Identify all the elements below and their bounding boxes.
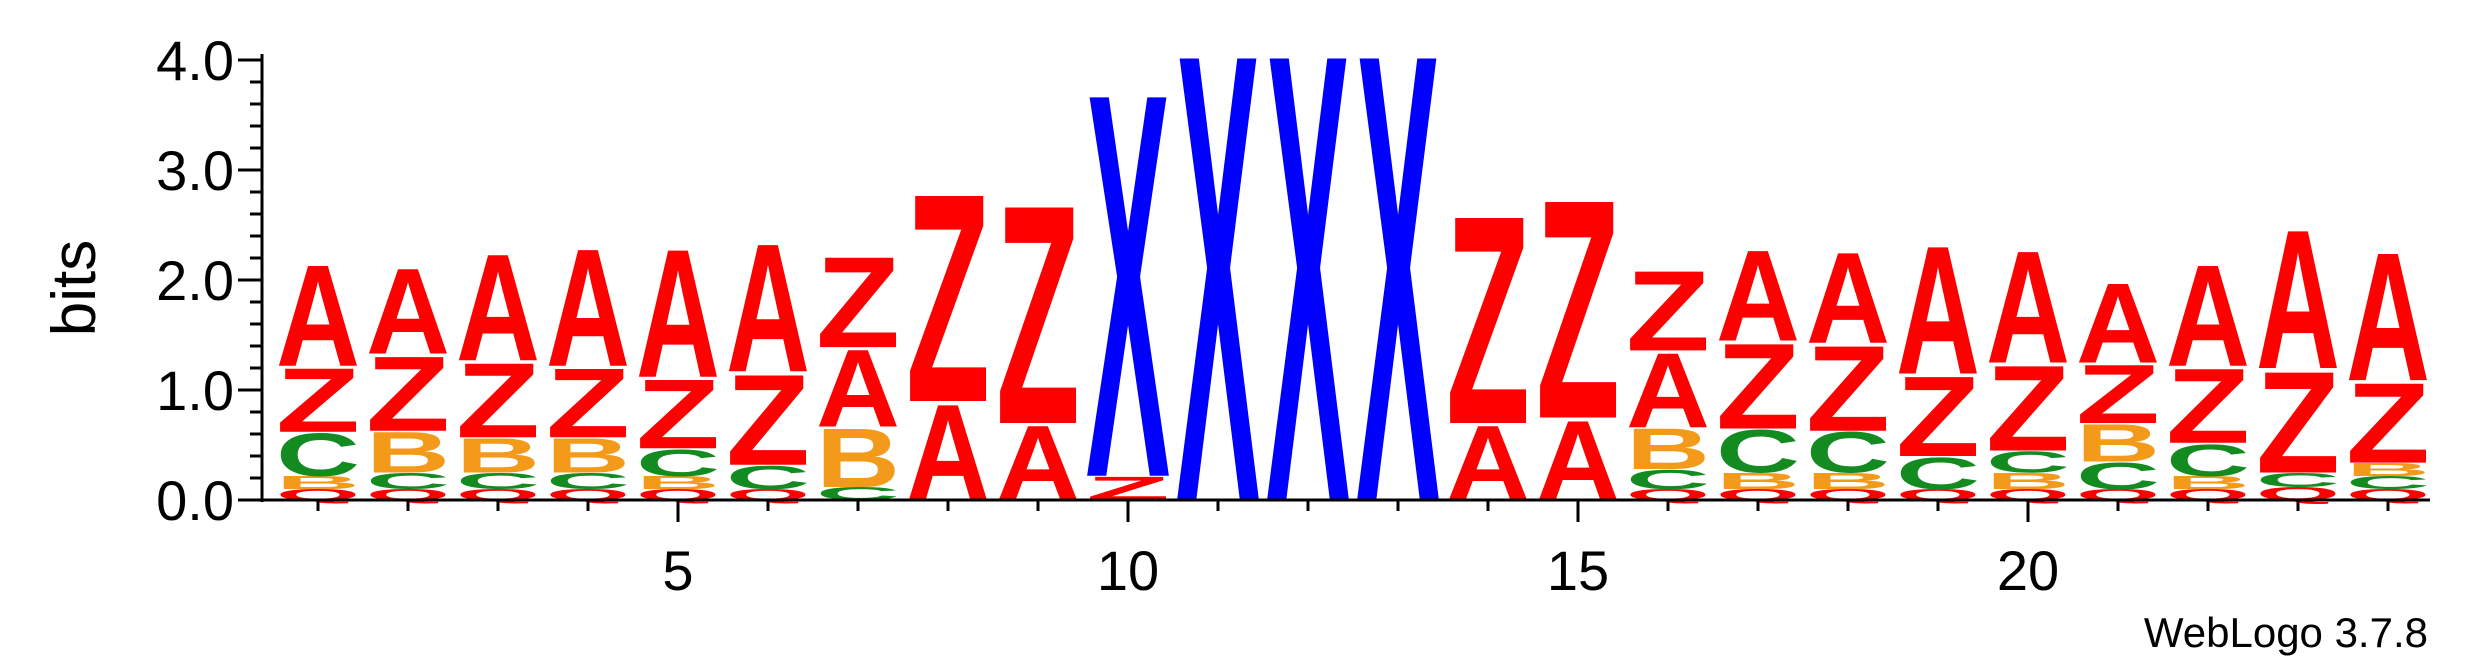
logo-letter-Z-pos-17: Z [1716, 318, 1800, 455]
logo-letter-B-pos-16: B [1626, 417, 1710, 481]
logo-letter-X-pos-12: X [1266, 0, 1351, 636]
logo-letter-A-pos-5: A [636, 211, 720, 416]
x-tick-label: 20 [1997, 539, 2059, 602]
x-tick-label: 15 [1547, 539, 1609, 602]
logo-letter-Z-pos-3: Z [456, 342, 540, 461]
y-tick-label: 4.0 [156, 29, 234, 92]
logo-letter-C-pos-16: C [1626, 464, 1710, 495]
logo-letter-B-pos-22: B [2166, 472, 2250, 492]
logo-letter-C-pos-6: C [726, 459, 810, 497]
logo-letter-Z-pos-2: Z [366, 335, 450, 454]
logo-letter-X-pos-11: X [1176, 0, 1261, 636]
logo-letter-Z-pos-14: Z [1446, 155, 1530, 488]
logo-letter-C-pos-3: C [456, 468, 540, 494]
logo-letter-B-pos-1: B [276, 472, 360, 492]
logo-letter-Z-pos-8: Z [906, 133, 990, 466]
logo-letter-B-pos-4: B [546, 428, 630, 483]
y-tick-label: 3.0 [156, 139, 234, 202]
logo-letter-A-pos-22: A [2166, 234, 2250, 396]
logo-letter-C-pos-24: C [2346, 472, 2430, 492]
logo-letter-X-pos-10: X [1086, 0, 1171, 593]
logo-letter-Z-pos-4: Z [546, 348, 630, 459]
logo-letter-A-pos-21: A [2076, 259, 2160, 387]
logo-letter-B-pos-20: B [1986, 468, 2070, 494]
logo-letter-B-pos-18: B [1806, 468, 1890, 494]
logo-letter-A-pos-16: A [1626, 331, 1710, 451]
x-ticks: 5 10 15 20 [316, 500, 2390, 602]
logo-letter-B-pos-2: B [366, 421, 450, 485]
logo-letter-A-pos-19: A [1896, 208, 1980, 413]
chart-axes: 0.0 1.0 2.0 3.0 4.0 5 10 15 20 [156, 29, 2430, 602]
logo-letter-C-pos-23: C [2256, 469, 2340, 491]
logo-letter-B-pos-17: B [1716, 468, 1800, 494]
y-tick-label: 2.0 [156, 249, 234, 312]
logo-letter-C-pos-19: C [1896, 448, 1980, 499]
logo-letter-Z-pos-1: Z [276, 349, 360, 452]
logo-letter-X-pos-13: X [1356, 0, 1441, 636]
x-tick-label: 5 [662, 539, 693, 602]
logo-letter-C-pos-22: C [2166, 434, 2250, 485]
logo-letter-A-pos-7: A [816, 327, 900, 449]
logo-letter-C-pos-18: C [1806, 421, 1890, 485]
logo-letter-A-pos-24: A [2346, 214, 2430, 419]
logo-letter-B-pos-21: B [2076, 414, 2160, 474]
logo-letter-Z-pos-20: Z [1986, 340, 2070, 477]
y-axis-label: bits [40, 240, 109, 336]
logo-letter-C-pos-2: C [366, 468, 450, 494]
logo-letter-A-pos-20: A [1986, 217, 2070, 397]
logo-letter-Z-pos-24: Z [2346, 358, 2430, 487]
logo-letter-Z-pos-5: Z [636, 359, 720, 470]
y-tick-label: 0.0 [156, 469, 234, 532]
logo-letter-A-pos-18: A [1806, 226, 1890, 371]
logo-letter-A-pos-23: A [2256, 190, 2340, 411]
logo-letter-Z-pos-23: Z [2256, 341, 2340, 503]
logo-letter-Z-pos-15: Z [1536, 135, 1620, 485]
logo-letter-C-pos-17: C [1716, 417, 1800, 485]
logo-letter-Z-pos-16: Z [1626, 246, 1710, 375]
logo-letter-C-pos-4: C [546, 468, 630, 494]
logo-letter-A-pos-3: A [456, 222, 540, 393]
logo-letter-B-pos-5: B [636, 472, 720, 492]
x-tick-label: 10 [1097, 539, 1159, 602]
logo-letter-B-pos-3: B [456, 428, 540, 483]
logo-letter-C-pos-1: C [276, 421, 360, 489]
logo-letter-A-pos-1: A [276, 234, 360, 396]
logo-letter-A-pos-17: A [1716, 224, 1800, 369]
logo-letter-C-pos-21: C [2076, 455, 2160, 497]
y-tick-label: 1.0 [156, 359, 234, 422]
weblogo-credit: WebLogo 3.7.8 [2144, 609, 2428, 656]
logo-letter-Z-pos-19: Z [1896, 352, 1980, 481]
logo-letter-Z-pos-9: Z [996, 141, 1080, 491]
y-ticks: 0.0 1.0 2.0 3.0 4.0 [156, 29, 262, 532]
logo-letter-Z-pos-18: Z [1806, 320, 1890, 457]
logo-letter-B-pos-24: B [2346, 459, 2430, 479]
logo-letter-A-pos-6: A [726, 205, 810, 410]
logo-letter-Z-pos-21: Z [2076, 348, 2160, 442]
logo-letter-Z-pos-6: Z [726, 348, 810, 493]
logo-letter-Z-pos-22: Z [2166, 347, 2250, 466]
logo-letter-A-pos-2: A [366, 244, 450, 380]
logo-letter-A-pos-4: A [546, 213, 630, 401]
logo-letter-C-pos-20: C [1986, 445, 2070, 479]
logo-letter-Z-pos-7: Z [816, 231, 900, 376]
logo-letter-B-pos-7: B [816, 411, 900, 505]
logo-letter-C-pos-5: C [636, 442, 720, 484]
